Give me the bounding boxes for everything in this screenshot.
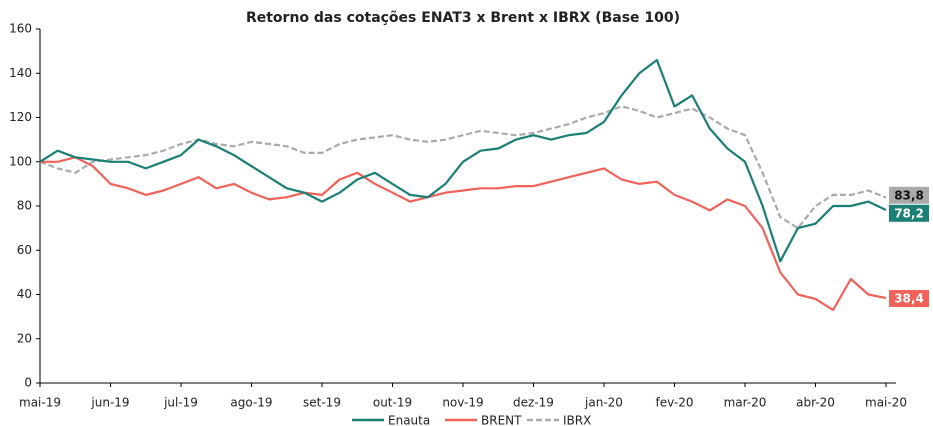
y-tick-label: 40 — [17, 287, 32, 301]
x-tick-label: ago-19 — [230, 396, 272, 410]
x-tick-label: mai-19 — [19, 396, 61, 410]
x-tick-label: fev-20 — [656, 396, 694, 410]
legend-label: Enauta — [388, 414, 430, 426]
x-tick-label: jun-19 — [90, 396, 129, 410]
x-tick-label: mai-20 — [865, 396, 907, 410]
x-tick-label: dez-19 — [513, 396, 554, 410]
x-tick-label: jul-19 — [163, 396, 198, 410]
value-label: 78,2 — [894, 206, 924, 220]
series-line — [40, 156, 887, 312]
y-tick-label: 160 — [9, 22, 32, 36]
x-tick-label: jan-20 — [584, 396, 623, 410]
y-tick-label: 120 — [9, 110, 32, 124]
series-line — [39, 58, 887, 263]
x-tick-label: set-19 — [303, 396, 341, 410]
y-tick-label: 0 — [24, 376, 32, 390]
y-tick-label: 100 — [9, 154, 32, 168]
y-tick-label: 80 — [17, 199, 32, 213]
value-label: 83,8 — [894, 188, 924, 202]
x-tick-label: nov-19 — [442, 396, 483, 410]
chart-title: Retorno das cotações ENAT3 x Brent x IBR… — [246, 10, 680, 26]
value-label-box — [889, 186, 929, 204]
y-tick-label: 60 — [17, 243, 32, 257]
series-line — [39, 105, 887, 230]
x-tick-label: out-19 — [373, 396, 412, 410]
legend-label: IBRX — [563, 414, 591, 426]
y-tick-label: 20 — [17, 331, 32, 345]
x-tick-label: abr-20 — [796, 396, 835, 410]
y-tick-label: 140 — [9, 66, 32, 80]
value-label: 38,4 — [894, 292, 924, 306]
value-label-box — [889, 290, 929, 308]
value-label-box — [889, 204, 929, 222]
x-tick-label: mar-20 — [724, 396, 767, 410]
legend-label: BRENT — [481, 414, 522, 426]
